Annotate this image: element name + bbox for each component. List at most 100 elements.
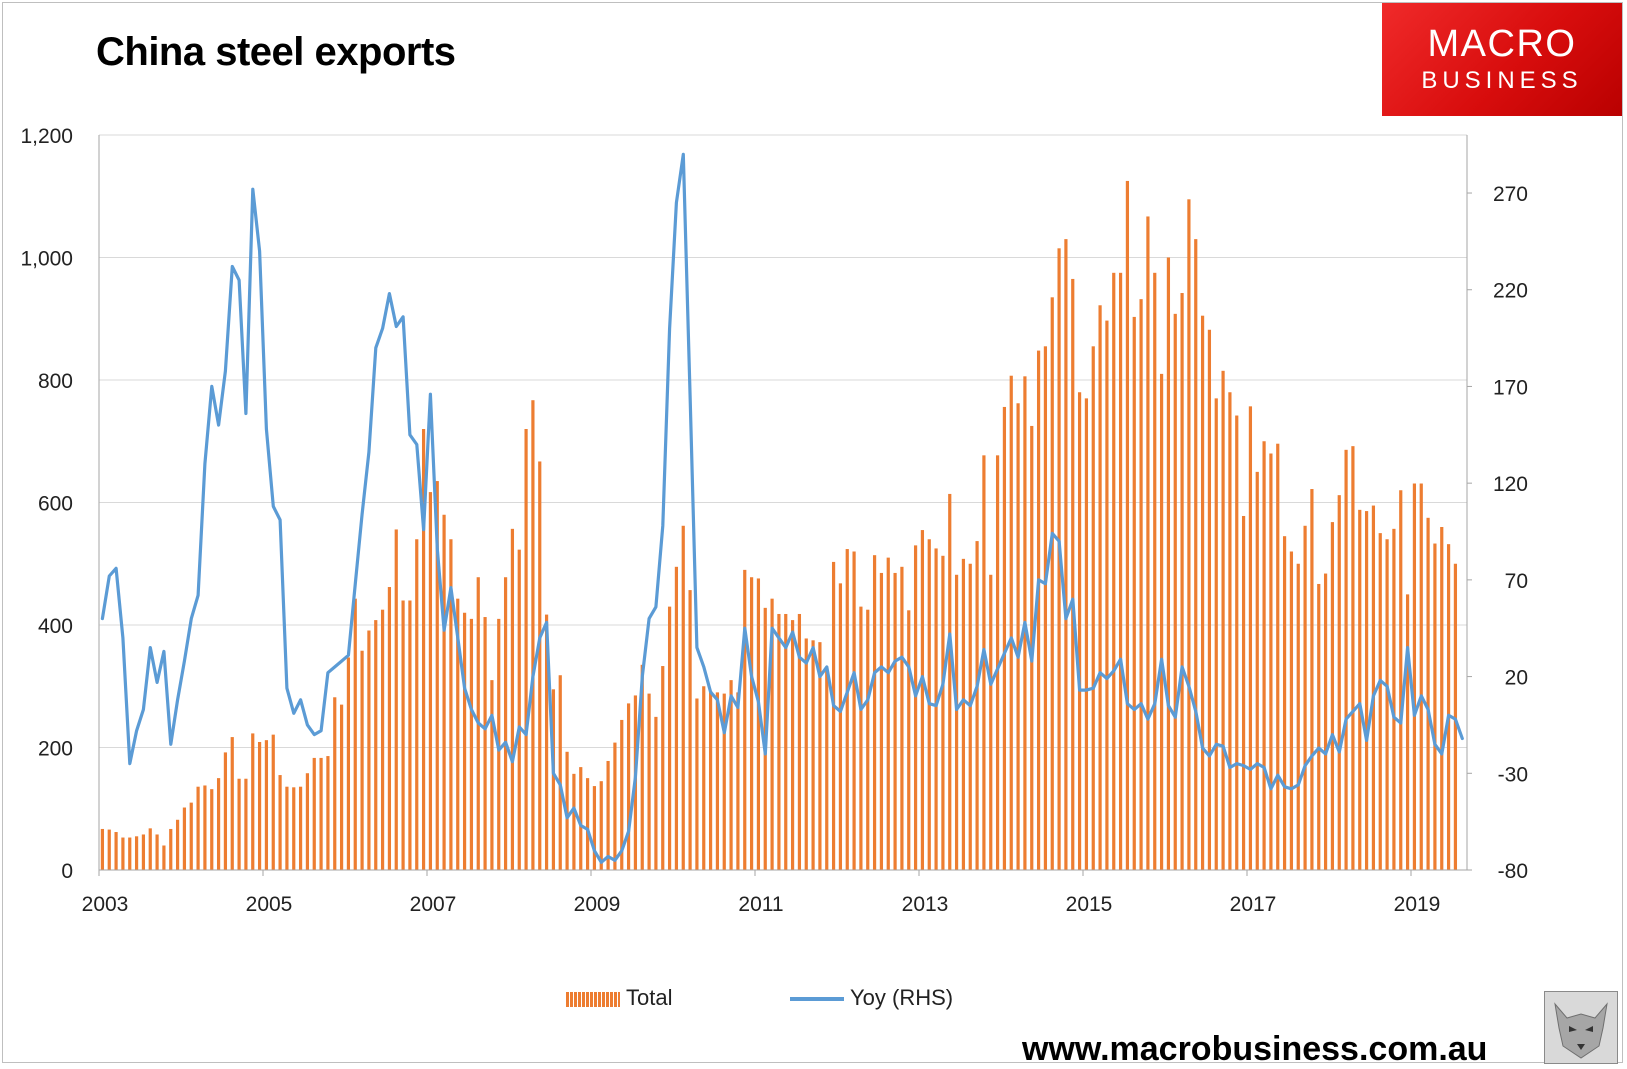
left-tick-label: 600 xyxy=(38,493,73,516)
total-bar xyxy=(1440,527,1444,870)
total-bar xyxy=(804,638,808,870)
right-tick-label: 120 xyxy=(1493,473,1528,496)
axes xyxy=(98,135,1472,876)
total-bar xyxy=(1159,373,1164,870)
total-bar xyxy=(729,680,733,870)
total-bar xyxy=(1166,257,1171,870)
total-bar xyxy=(148,828,152,870)
total-bar xyxy=(114,832,118,870)
total-bar xyxy=(859,606,863,870)
total-bar xyxy=(790,620,795,870)
total-bar xyxy=(292,787,296,870)
total-bar xyxy=(592,786,597,870)
total-bar xyxy=(797,613,802,870)
total-bar xyxy=(654,716,658,870)
x-tick-label: 2005 xyxy=(246,893,293,916)
total-bar xyxy=(155,834,159,870)
total-bar xyxy=(360,650,364,870)
total-bar xyxy=(1112,272,1116,870)
total-bar xyxy=(264,740,269,870)
total-bar xyxy=(1426,517,1430,870)
total-bar xyxy=(462,612,467,870)
total-bar xyxy=(975,541,979,870)
total-bar xyxy=(339,704,344,870)
total-bar xyxy=(1255,471,1259,870)
total-bar xyxy=(107,829,111,870)
total-bar xyxy=(681,525,685,870)
total-bar xyxy=(743,569,747,870)
total-bar xyxy=(1207,329,1212,870)
total-bar xyxy=(886,557,890,870)
total-bar xyxy=(1221,370,1225,870)
total-bar xyxy=(1269,453,1273,870)
website-url: www.macrobusiness.com.au xyxy=(1022,1030,1488,1068)
total-bar xyxy=(1419,483,1423,870)
total-bar xyxy=(1351,446,1355,870)
legend-bar-swatch xyxy=(566,991,620,1007)
x-tick-label: 2017 xyxy=(1230,893,1277,916)
left-tick-label: 0 xyxy=(61,860,73,883)
total-bar xyxy=(223,752,228,870)
total-bar xyxy=(312,757,316,870)
x-tick-label: 2013 xyxy=(902,893,949,916)
total-bar xyxy=(900,566,904,870)
total-bar xyxy=(490,680,494,870)
total-bar xyxy=(1330,522,1335,870)
x-tick-label: 2003 xyxy=(82,893,129,916)
total-bar xyxy=(579,767,583,870)
total-bar xyxy=(749,577,754,870)
total-bar xyxy=(667,606,672,870)
left-axis-ticks: 0 200 400 600 800 1,000 1,200 xyxy=(20,125,73,883)
total-bar xyxy=(866,609,870,870)
total-bar xyxy=(722,693,726,870)
total-bar xyxy=(333,697,337,870)
total-bar xyxy=(1248,406,1253,870)
right-tick-label: 70 xyxy=(1505,570,1528,593)
total-bar xyxy=(893,572,897,870)
total-bar xyxy=(1317,583,1321,870)
total-bar xyxy=(948,493,952,870)
total-bar xyxy=(408,600,412,870)
total-bar xyxy=(1173,313,1177,871)
total-bar xyxy=(346,657,351,870)
total-bar xyxy=(982,455,986,870)
total-bar xyxy=(1310,489,1314,870)
total-bar xyxy=(968,563,972,870)
total-bar xyxy=(1358,509,1362,870)
right-tick-label: 270 xyxy=(1493,183,1528,206)
left-tick-label: 1,000 xyxy=(20,248,73,271)
total-bar xyxy=(695,698,699,870)
total-bar xyxy=(1296,563,1300,870)
total-bar xyxy=(415,539,419,870)
total-bar xyxy=(257,741,262,870)
total-bar xyxy=(278,775,282,870)
total-bar xyxy=(100,828,105,870)
total-bar xyxy=(182,807,187,870)
total-bar xyxy=(913,545,918,870)
total-bar xyxy=(1064,239,1068,870)
total-bar xyxy=(1385,539,1389,870)
x-tick-label: 2009 xyxy=(574,893,621,916)
total-bar xyxy=(831,561,836,870)
logo-line-2: BUSINESS xyxy=(1421,67,1583,94)
total-bar xyxy=(872,555,877,870)
total-bar xyxy=(175,819,180,870)
total-bar xyxy=(1323,573,1328,870)
total-bar xyxy=(838,583,843,870)
total-bar xyxy=(702,686,706,870)
total-bar xyxy=(606,760,610,870)
total-bar xyxy=(1105,320,1109,870)
total-bar xyxy=(907,610,911,870)
total-bar xyxy=(1371,505,1376,870)
total-bar xyxy=(1241,515,1246,870)
total-bar xyxy=(380,609,385,870)
total-bar xyxy=(708,691,713,870)
total-bar xyxy=(1235,415,1239,870)
legend-yoy: Yoy (RHS) xyxy=(790,985,953,1011)
total-bar xyxy=(401,600,405,870)
x-tick-label: 2015 xyxy=(1066,893,1113,916)
total-bar xyxy=(305,773,310,870)
total-bar xyxy=(1009,375,1013,870)
